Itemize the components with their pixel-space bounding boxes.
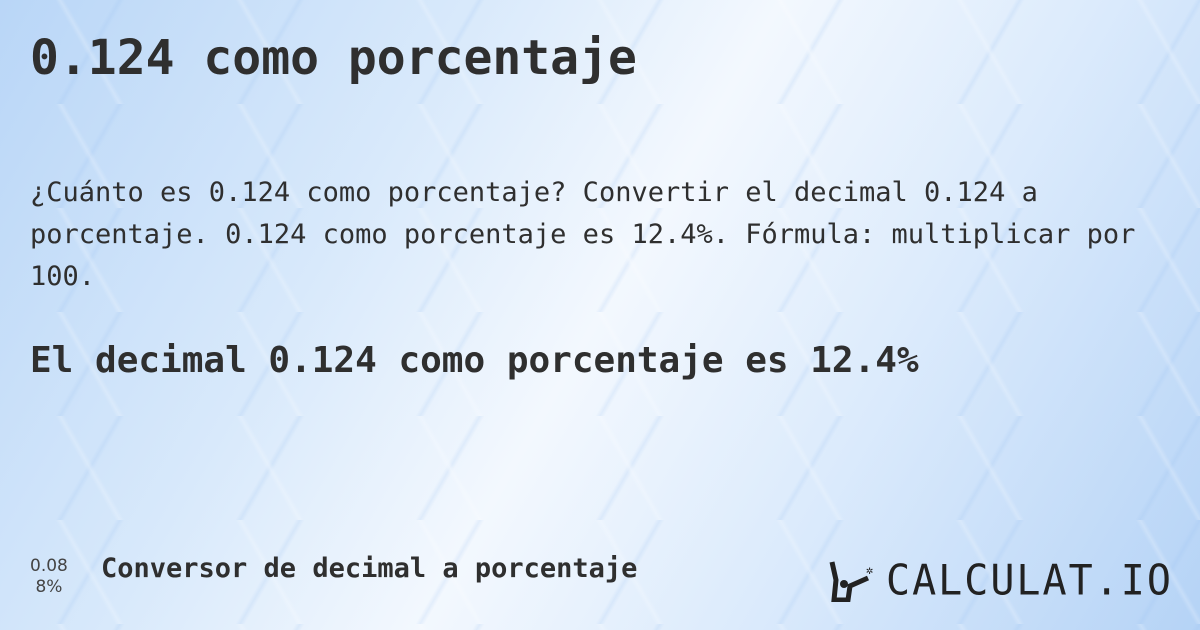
magic-hand-icon: ✲ <box>829 561 873 602</box>
answer: El decimal 0.124 como porcentaje es 12.4… <box>30 340 919 381</box>
svg-text:✲: ✲ <box>866 563 873 577</box>
description: ¿Cuánto es 0.124 como porcentaje? Conver… <box>30 177 1136 292</box>
calculat-logo[interactable]: ✲ CALCULAT.IO <box>828 556 1173 606</box>
converter-icon-top: 0.08 <box>30 556 68 576</box>
converter-icon: 0.08 8% <box>30 556 68 598</box>
logo-text: CALCULAT.IO <box>886 556 1173 606</box>
page-title: 0.124 como porcentaje <box>30 30 637 86</box>
converter-link[interactable]: Conversor de decimal a porcentaje <box>101 553 638 584</box>
converter-icon-bottom: 8% <box>35 577 63 597</box>
